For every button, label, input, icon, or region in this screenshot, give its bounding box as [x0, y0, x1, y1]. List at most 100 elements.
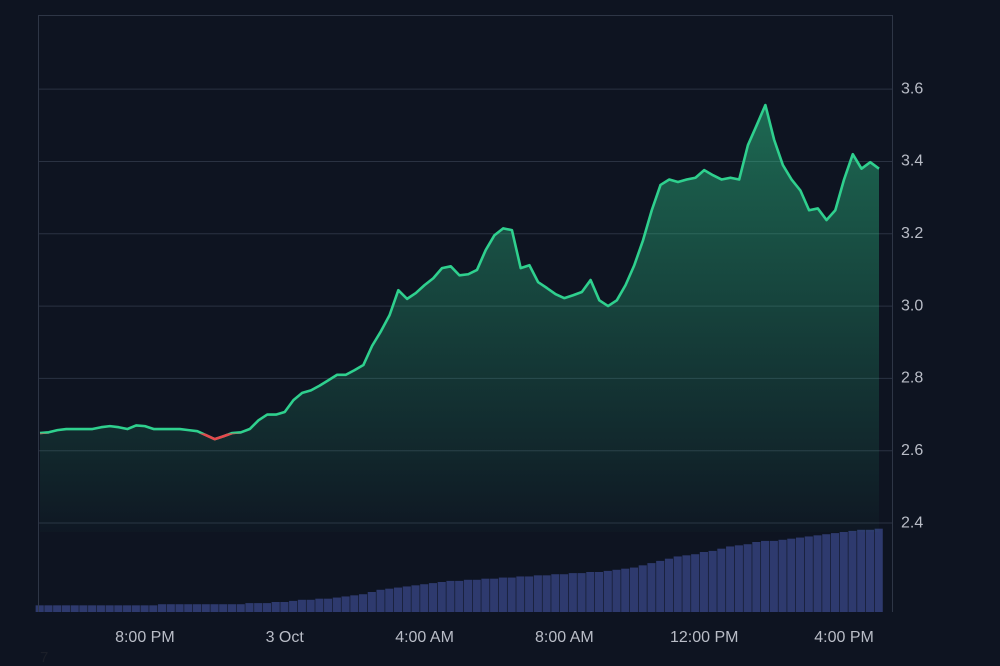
volume-bar	[324, 598, 333, 612]
volume-bar	[376, 589, 385, 612]
volume-bar	[865, 529, 875, 612]
volume-bar	[245, 603, 254, 612]
volume-bar	[455, 580, 464, 612]
volume-bar	[734, 545, 743, 612]
volume-bar	[490, 578, 499, 612]
volume-bar	[201, 604, 210, 612]
volume-bar	[227, 604, 237, 612]
volume-bar	[507, 577, 516, 612]
volume-bar	[96, 605, 105, 612]
volume-bar	[874, 528, 883, 612]
volume-bar	[367, 592, 376, 612]
volume-bar	[638, 565, 647, 612]
volume-bar	[79, 605, 88, 612]
volume-bar	[262, 603, 271, 612]
volume-bar	[516, 576, 525, 612]
y-tick-label: 3.0	[901, 297, 923, 314]
volume-bar	[254, 603, 263, 612]
volume-bar	[568, 573, 577, 612]
volume-bar	[297, 599, 306, 612]
volume-bar	[769, 540, 778, 612]
x-tick-label: 4:00 AM	[395, 629, 454, 646]
volume-bar	[350, 595, 359, 612]
volume-bar	[70, 605, 79, 612]
volume-bar	[673, 556, 682, 612]
volume-bar	[88, 605, 97, 612]
footer-text: 7	[40, 649, 48, 666]
volume-bar	[44, 605, 53, 612]
volume-bar	[621, 568, 630, 612]
volume-bar	[752, 542, 761, 612]
volume-bar	[787, 538, 796, 612]
volume-bar	[533, 575, 542, 612]
volume-bar	[603, 570, 612, 612]
volume-bar	[830, 533, 840, 612]
price-area	[40, 105, 879, 532]
volume-bar	[446, 580, 455, 612]
volume-bar	[105, 605, 114, 612]
axis-labels: 2.4 2.6 2.8 3.0 3.2 3.4 3.6 8:00 PM 3 Oct 4:00 AM…	[115, 80, 923, 646]
volume-bar	[385, 588, 394, 612]
volume-bar	[664, 558, 674, 612]
volume-bar	[402, 586, 411, 612]
volume-bar	[289, 600, 298, 612]
volume-bar	[437, 582, 446, 612]
volume-bar	[778, 539, 787, 612]
volume-bar	[210, 604, 219, 612]
x-tick-label: 4:00 PM	[814, 629, 874, 646]
volume-bar	[35, 605, 44, 612]
volume-bar	[699, 552, 708, 612]
volume-bar	[551, 574, 560, 612]
volume-bar	[691, 554, 700, 612]
x-tick-label: 8:00 AM	[535, 629, 594, 646]
volume-bar	[280, 602, 289, 612]
volume-bar	[192, 604, 202, 612]
plot-frame	[38, 15, 893, 612]
volume-bar	[656, 560, 665, 612]
volume-bar	[341, 596, 350, 612]
volume-bar	[525, 576, 534, 612]
volume-bar	[175, 604, 184, 612]
volume-bar	[236, 604, 245, 612]
volume-bar	[271, 602, 280, 612]
volume-bar	[813, 535, 822, 612]
volume-bar	[761, 540, 770, 612]
volume-bar	[472, 579, 481, 612]
volume-bars	[35, 528, 883, 612]
volume-bar	[804, 536, 813, 612]
y-tick-label: 3.6	[901, 80, 923, 97]
volume-bar	[612, 569, 621, 612]
y-tick-label: 2.8	[901, 370, 923, 387]
volume-bar	[393, 587, 403, 612]
volume-bar	[411, 585, 420, 612]
volume-bar	[586, 572, 595, 612]
volume-bar	[53, 605, 62, 612]
volume-bar	[682, 555, 691, 612]
volume-bar	[498, 577, 507, 612]
volume-bar	[219, 604, 228, 612]
volume-bar	[594, 572, 604, 612]
volume-bar	[795, 537, 805, 612]
volume-bar	[839, 532, 848, 612]
volume-bar	[857, 529, 866, 612]
y-tick-label: 3.2	[901, 225, 923, 242]
volume-bar	[717, 548, 726, 612]
volume-bar	[358, 594, 368, 612]
volume-bar	[131, 605, 140, 612]
volume-bar	[577, 573, 586, 612]
volume-bar	[166, 604, 175, 612]
volume-bar	[61, 605, 70, 612]
volume-bar	[463, 579, 473, 612]
volume-bar	[315, 598, 324, 612]
x-tick-label: 3 Oct	[266, 629, 305, 646]
volume-bar	[157, 604, 167, 612]
volume-bar	[848, 530, 857, 612]
volume-bar	[149, 605, 158, 612]
volume-bar	[647, 563, 656, 612]
volume-bar	[629, 567, 639, 612]
volume-bar	[481, 578, 490, 612]
volume-bar	[140, 605, 149, 612]
volume-bar	[420, 584, 429, 612]
volume-bar	[726, 546, 735, 612]
